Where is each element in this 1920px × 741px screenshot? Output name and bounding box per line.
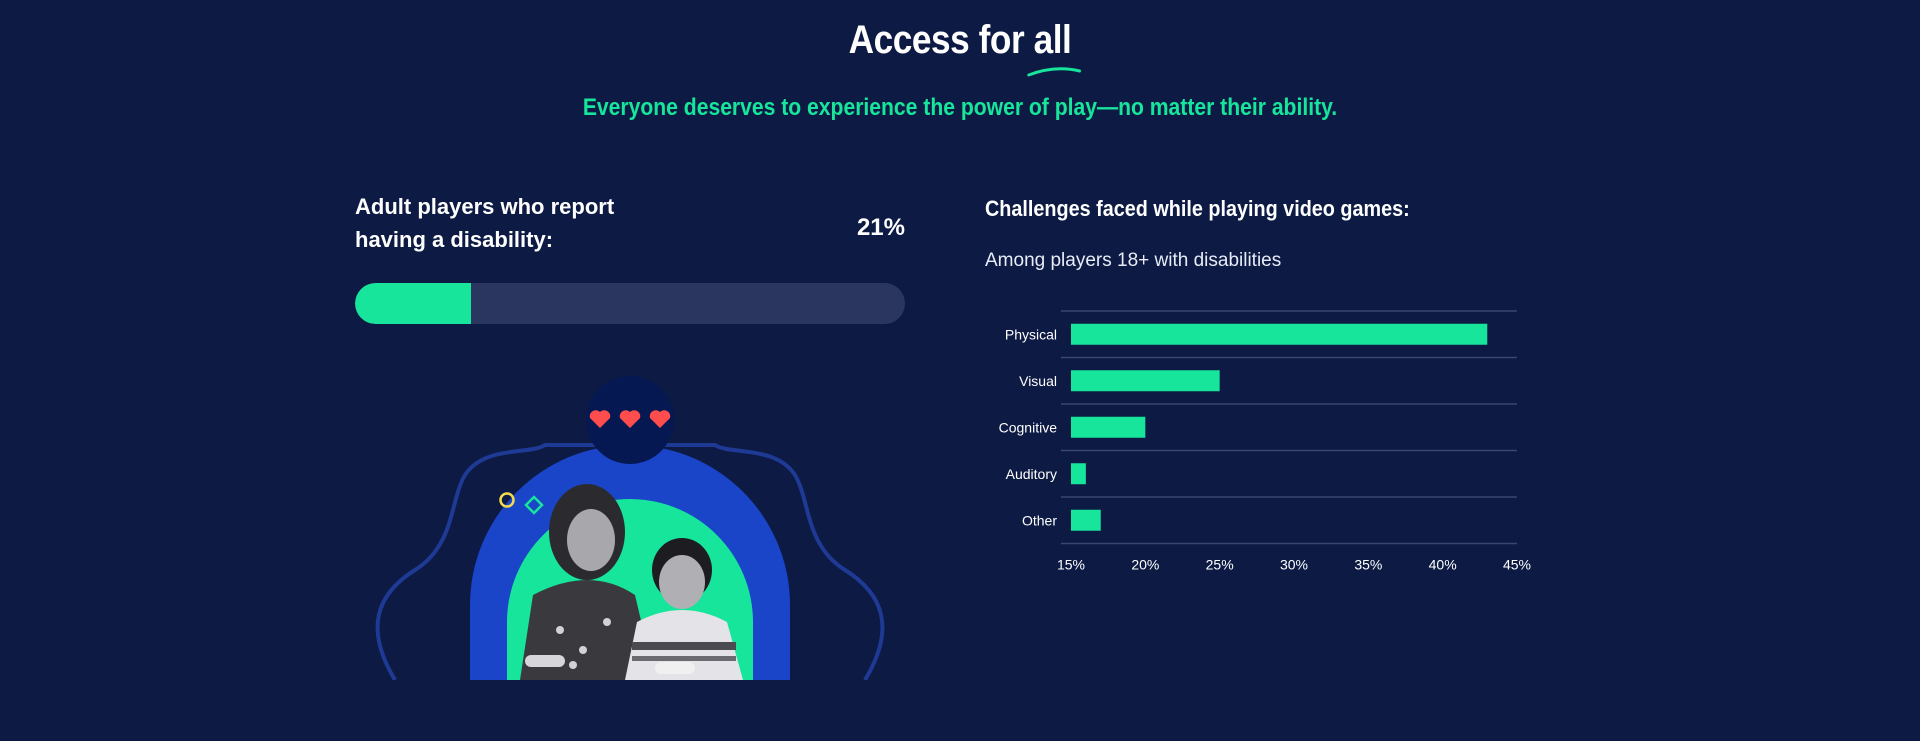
- x-tick-label: 20%: [1131, 557, 1159, 573]
- stat-label: Adult players who report having a disabi…: [355, 194, 615, 252]
- underline-swoosh-icon: [1026, 67, 1081, 77]
- boy-figure: [625, 538, 743, 680]
- bar-other: [1071, 509, 1101, 531]
- title-emphasis-wrap: all: [1026, 18, 1081, 77]
- title-prefix: Access for: [848, 18, 1025, 62]
- stat-progress-bar: [355, 283, 905, 324]
- title-emphasis: all: [1033, 18, 1072, 62]
- bar-cognitive: [1071, 416, 1146, 438]
- x-tick-label: 30%: [1280, 557, 1308, 573]
- hearts-icon: [589, 410, 671, 428]
- chart-title: Challenges faced while playing video gam…: [985, 196, 1410, 221]
- bar-physical: [1071, 323, 1488, 345]
- challenges-bar-chart: Physical Visual Cognitive Auditory Other 15% 2…: [999, 310, 1531, 573]
- stat-progress-fill: [355, 283, 471, 324]
- x-tick-label: 15%: [1057, 557, 1085, 573]
- sparkle-icon: [524, 495, 544, 515]
- chart-subtitle: Among players 18+ with disabilities: [985, 250, 1282, 271]
- x-tick-label: 25%: [1206, 557, 1234, 573]
- category-label: Other: [1022, 512, 1057, 528]
- x-tick-label: 45%: [1503, 557, 1531, 573]
- players-illustration: [375, 376, 885, 680]
- bar-visual: [1071, 370, 1220, 392]
- page-subtitle: Everyone deserves to experience the powe…: [582, 94, 1338, 121]
- yellow-ring-icon: [499, 492, 515, 508]
- category-label: Physical: [1005, 326, 1057, 342]
- category-label: Cognitive: [999, 419, 1058, 435]
- bar-auditory: [1071, 463, 1086, 485]
- x-tick-label: 35%: [1354, 557, 1382, 573]
- x-tick-label: 40%: [1429, 557, 1457, 573]
- page-title: Access for all: [115, 18, 1805, 77]
- woman-figure: [520, 484, 655, 680]
- category-label: Visual: [1019, 373, 1057, 389]
- stat-value: 21%: [856, 214, 905, 241]
- category-label: Auditory: [1006, 466, 1057, 482]
